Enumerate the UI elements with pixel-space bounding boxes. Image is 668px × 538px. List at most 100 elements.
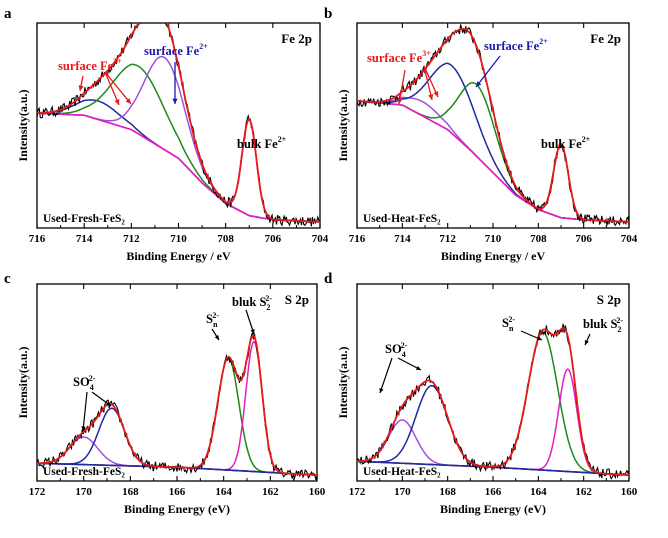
x-tick-label: 714 [76,233,93,245]
x-tick-label: 716 [29,233,46,245]
y-axis-title: Intensity(a.u.) [336,346,350,418]
annotation-arrow [423,65,433,101]
annotation-base: bulk Fe [541,137,582,151]
component-peak-line [37,341,317,476]
x-tick-label: 166 [169,486,186,498]
annotation-arrowhead [584,340,589,345]
annotation-superscript: 2- [616,316,623,325]
x-tick-label: 706 [575,233,592,245]
peak-annotation: surface Fe2+ [484,37,548,53]
x-tick-label: 708 [530,233,547,245]
annotation-base: surface Fe [58,59,114,73]
annotation-arrow [104,71,132,105]
annotation-base: SO [385,342,402,356]
panel-letter: b [324,6,332,22]
panel-letter: c [4,271,11,287]
annotation-arrowhead [114,99,120,105]
x-tick-label: 162 [262,486,279,498]
background-line [37,112,320,223]
annotation-arrow [475,55,501,88]
annotation-superscript: 2+ [582,135,591,144]
envelope-line [357,327,629,476]
annotation-superscript: 2- [401,341,408,350]
annotation-arrow [398,69,406,105]
x-tick-label: 704 [312,233,329,245]
annotation-subscript: 2 [266,303,270,312]
envelope-line [37,23,320,223]
x-tick-label: 712 [123,233,140,245]
x-tick-label: 162 [575,486,592,498]
annotation-arrow [104,71,120,106]
plot-area [357,323,629,480]
annotation-arrowhead [172,98,178,104]
annotation-base: surface Fe [367,51,423,65]
peak-annotation: surface Fe3+ [367,49,431,65]
background-line [357,100,629,223]
peak-annotation: bulk Fe2+ [237,135,287,151]
x-tick-label: 168 [439,486,456,498]
peak-annotation: surface Fe3+ [58,57,122,73]
corner-label: S 2p [597,292,621,307]
annotation-arrowhead [476,81,482,87]
panel-d: 172 170 168 166 164 162 160 Binding Energy (eV)… [324,271,638,516]
annotation-subscript: 4 [90,383,94,392]
y-axis-title: Intensity(a.u.) [16,346,30,418]
peak-annotation: SO42- [385,341,408,359]
annotation-arrow [82,391,88,432]
annotation-base: S [502,316,509,330]
annotation-superscript: 3+ [113,57,122,66]
annotation-superscript: 2+ [539,37,548,46]
component-peak-line [37,99,320,223]
annotation-subscript: 2 [617,325,621,334]
annotation-arrow [423,65,439,98]
peak-annotation: SO42- [73,374,96,392]
x-axis-title: Binding Energy (eV) [124,502,230,516]
annotation-arrowhead [81,426,86,431]
x-axis-title: Binding Energy (eV) [440,502,546,516]
y-axis-title: Intensity(a.u.) [16,89,30,161]
peak-annotation: bulk Fe2+ [541,135,591,151]
x-tick-label: 172 [349,486,366,498]
annotation-subscript: n [213,320,218,329]
x-tick-label: 164 [530,486,547,498]
annotation-subscript: 4 [402,350,406,359]
annotation-arrowhead [433,91,439,97]
annotation-arrowhead [214,335,219,340]
annotation-base: bluk S [232,295,266,309]
x-tick-label: 714 [394,233,411,245]
x-tick-label: 706 [265,233,282,245]
peak-annotation: Sn2- [206,311,219,329]
annotation-superscript: 2+ [278,135,287,144]
annotation-superscript: 2- [212,311,219,320]
annotation-superscript: 2+ [199,42,208,51]
x-tick-label: 710 [485,233,502,245]
annotation-superscript: 2- [265,294,272,303]
annotation-base: surface Fe [144,44,200,58]
x-tick-label: 168 [122,486,139,498]
annotation-arrow [379,357,393,394]
x-tick-label: 712 [439,233,456,245]
raw-data-line [37,332,317,481]
annotation-arrowhead [125,98,131,104]
annotation-arrowhead [416,365,421,370]
x-tick-label: 716 [349,233,366,245]
x-axis-title: Binding Energy / eV [126,249,231,263]
annotation-arrowhead [397,98,403,104]
annotation-superscript: 3+ [422,49,431,58]
y-axis-title: Intensity(a.u.) [336,89,350,161]
raw-data-line [37,23,320,227]
annotation-arrowhead [537,336,542,341]
annotation-arrowhead [428,94,434,100]
peak-annotation: bluk S22- [232,294,272,312]
x-tick-label: 160 [309,486,326,498]
panel-letter: d [324,271,333,287]
x-tick-label: 166 [485,486,502,498]
annotation-arrowhead [106,401,111,406]
component-peak-line [357,82,629,223]
corner-label: Fe 2p [281,31,312,46]
peak-annotation: surface Fe2+ [144,42,208,58]
sample-label: Used-Fresh-FeS₂ [43,213,125,225]
x-tick-label: 704 [621,233,638,245]
annotation-arrowhead [379,388,384,393]
